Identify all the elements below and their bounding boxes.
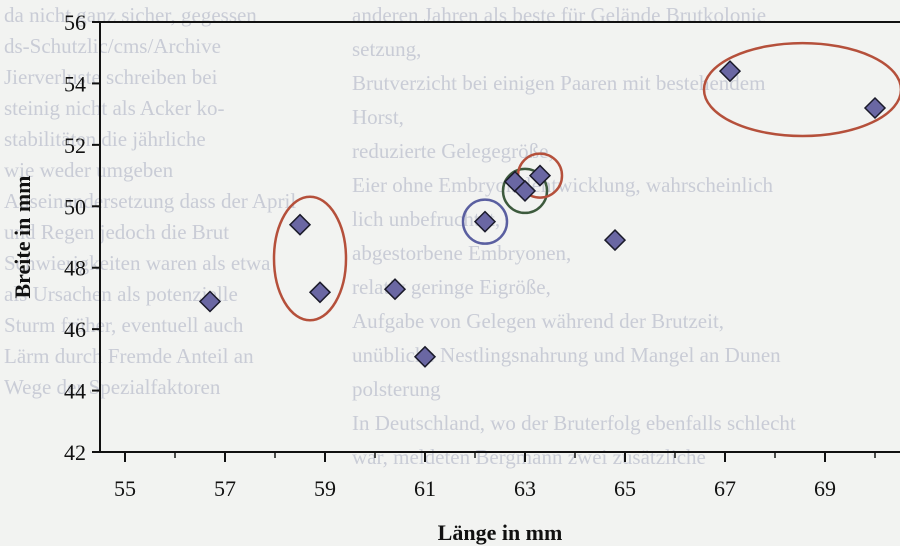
ghost-text-left: als Ursachen als potenzielle [4, 282, 238, 306]
x-tick-label: 63 [514, 476, 536, 501]
ghost-text-right: Horst, [352, 105, 404, 129]
ghost-text-right: anderen Jahren als beste für Gelände Bru… [352, 3, 766, 27]
axes [99, 21, 900, 453]
highlight-ring [702, 41, 900, 138]
ghost-text-right: reduzierte Gelegegröße, [352, 139, 554, 163]
highlight-rings [272, 41, 900, 322]
data-point [473, 210, 497, 233]
ghost-text-right: In Deutschland, wo der Bruterfolg ebenfa… [352, 411, 796, 435]
x-tick-label: 57 [214, 476, 236, 501]
highlight-ring [501, 167, 549, 215]
data-point [308, 281, 332, 304]
highlight-ring [461, 198, 509, 245]
ghost-text-left: stabilitäten die jährliche [4, 127, 206, 151]
x-ticks: 55 57 59 61 63 65 67 69 [114, 452, 876, 501]
y-tick-label: 48 [64, 256, 86, 281]
x-tick-label: 67 [714, 476, 736, 501]
x-tick-label: 55 [114, 476, 136, 501]
ghost-text-left: Sturm früher, eventuell auch [4, 313, 244, 337]
data-point [288, 213, 312, 236]
x-tick-label: 69 [814, 476, 836, 501]
ghost-text-left: steinig nicht als Acker ko- [4, 96, 224, 120]
ghost-text-left: Jierverluste schreiben bei [4, 65, 218, 89]
ghost-text-right: abgestorbene Embryonen, [352, 241, 571, 265]
ghost-text-right: lich unbefruchtet, [352, 207, 500, 231]
ghost-text-left: Schwierigkeiten waren als etwa [4, 251, 271, 275]
ghost-text-left: und Regen jedoch die Brut [4, 220, 229, 244]
data-point [718, 60, 742, 83]
y-tick-label: 54 [64, 71, 86, 96]
ghost-text-right: Aufgabe von Gelegen während der Brutzeit… [352, 309, 724, 333]
y-tick-label: 46 [64, 317, 86, 342]
ghost-text-left: da nicht ganz sicher, gegessen [4, 3, 257, 27]
highlight-ring [272, 195, 348, 322]
ghost-text-left: ds-Schutzlic/cms/Archive [4, 34, 221, 58]
ghost-text-right: setzung, [352, 37, 421, 61]
data-point [528, 164, 552, 187]
data-point [513, 179, 537, 202]
ghost-text-right: war, meldeten Bergmann zwei zusätzliche [352, 445, 706, 469]
data-point [863, 96, 887, 120]
x-tick-label: 59 [314, 476, 336, 501]
data-point [413, 345, 437, 368]
y-tick-label: 56 [64, 10, 86, 35]
y-ticks: 42 44 46 48 50 52 54 56 [64, 10, 100, 465]
background-bleedthrough-text: da nicht ganz sicher, gegessen ds-Schutzl… [4, 3, 796, 469]
y-tick-label: 42 [64, 440, 86, 465]
x-axis-title: Länge in mm [438, 520, 563, 545]
ghost-text-left: Lärm durch Fremde Anteil an [4, 344, 254, 368]
y-tick-label: 44 [64, 379, 86, 404]
y-axis-title: Breite in mm [10, 175, 35, 298]
ghost-text-left: Auseinandersetzung dass der April [4, 189, 296, 213]
y-tick-label: 50 [64, 194, 86, 219]
ghost-text-right: relativ geringe Eigröße, [352, 275, 551, 299]
data-point [198, 290, 222, 313]
x-tick-label: 61 [414, 476, 436, 501]
x-tick-label: 65 [614, 476, 636, 501]
data-point [603, 229, 627, 252]
ghost-text-right: Brutverzicht bei einigen Paaren mit best… [352, 71, 765, 95]
data-points [198, 60, 887, 368]
data-point [383, 278, 407, 301]
ghost-text-right: polsterung [352, 377, 441, 401]
ghost-text-left: wie weder umgeben [4, 158, 174, 182]
ghost-text-left: Wege der Spezialfaktoren [4, 375, 221, 399]
y-tick-label: 52 [64, 133, 86, 158]
